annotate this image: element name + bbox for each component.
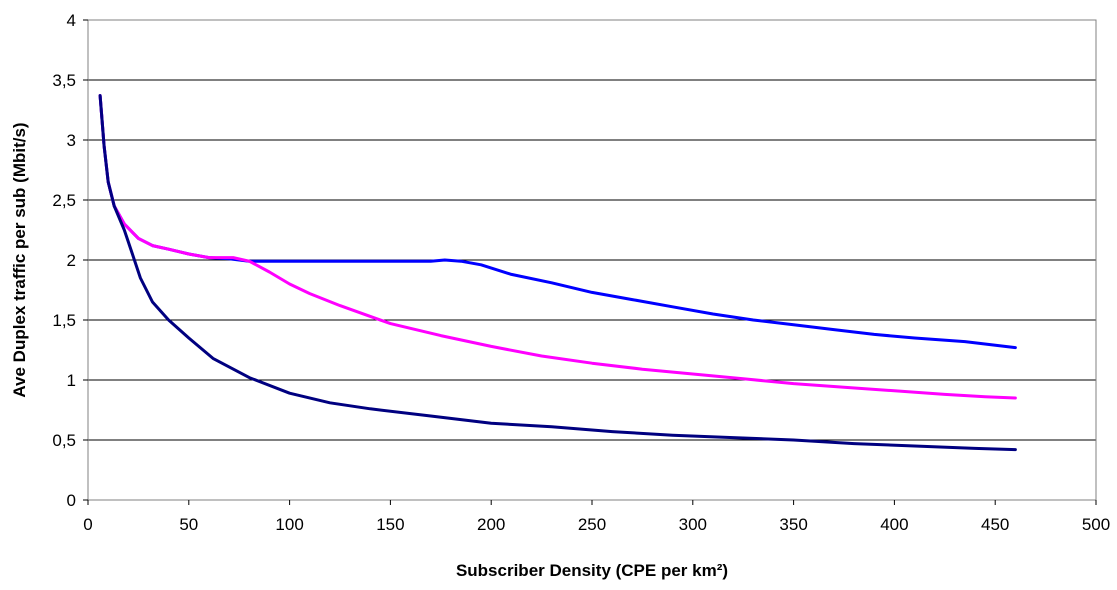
x-tick-label: 400 xyxy=(880,515,908,534)
x-tick-label: 450 xyxy=(981,515,1009,534)
x-tick-label: 350 xyxy=(779,515,807,534)
y-axis-title: Ave Duplex traffic per sub (Mbit/s) xyxy=(10,122,29,397)
y-tick-label: 1 xyxy=(67,371,76,390)
x-tick-label: 300 xyxy=(679,515,707,534)
x-tick-label: 100 xyxy=(275,515,303,534)
y-tick-label: 2 xyxy=(67,251,76,270)
y-tick-label: 1,5 xyxy=(52,311,76,330)
y-tick-label: 0,5 xyxy=(52,431,76,450)
y-tick-label: 2,5 xyxy=(52,191,76,210)
y-tick-label: 3,5 xyxy=(52,71,76,90)
y-tick-label: 0 xyxy=(67,491,76,510)
x-tick-label: 50 xyxy=(179,515,198,534)
series-line-1 xyxy=(98,94,1017,350)
y-tick-label: 3 xyxy=(67,131,76,150)
x-tick-label: 250 xyxy=(578,515,606,534)
x-tick-label: 500 xyxy=(1082,515,1110,534)
series-layer xyxy=(98,94,1017,452)
y-tick-label: 4 xyxy=(67,11,76,30)
y-axis-ticks: 0 0,5 1 1,5 2 2,5 3 3,5 4 xyxy=(52,11,88,510)
x-tick-label: 200 xyxy=(477,515,505,534)
x-tick-label: 150 xyxy=(376,515,404,534)
series-line-3 xyxy=(98,94,1017,452)
x-axis-ticks: 0 50 100 150 200 250 300 350 400 450 500 xyxy=(83,500,1110,534)
series-line-2 xyxy=(98,94,1017,400)
x-tick-label: 0 xyxy=(83,515,92,534)
x-axis-title: Subscriber Density (CPE per km²) xyxy=(456,561,728,580)
